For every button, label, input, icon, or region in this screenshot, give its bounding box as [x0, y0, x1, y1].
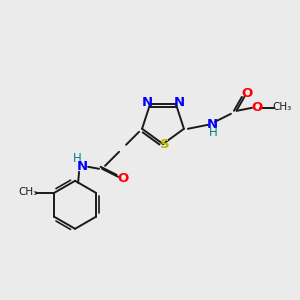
Text: N: N [76, 160, 88, 173]
Text: S: S [160, 139, 170, 152]
Text: O: O [241, 87, 253, 100]
Text: O: O [118, 172, 129, 185]
Text: N: N [173, 96, 184, 109]
Text: N: N [142, 96, 153, 109]
Text: CH₃: CH₃ [272, 102, 292, 112]
Text: H: H [73, 152, 82, 165]
Text: O: O [251, 101, 262, 114]
Text: H: H [208, 126, 217, 139]
Text: CH₃: CH₃ [19, 187, 38, 197]
Text: N: N [206, 118, 218, 131]
